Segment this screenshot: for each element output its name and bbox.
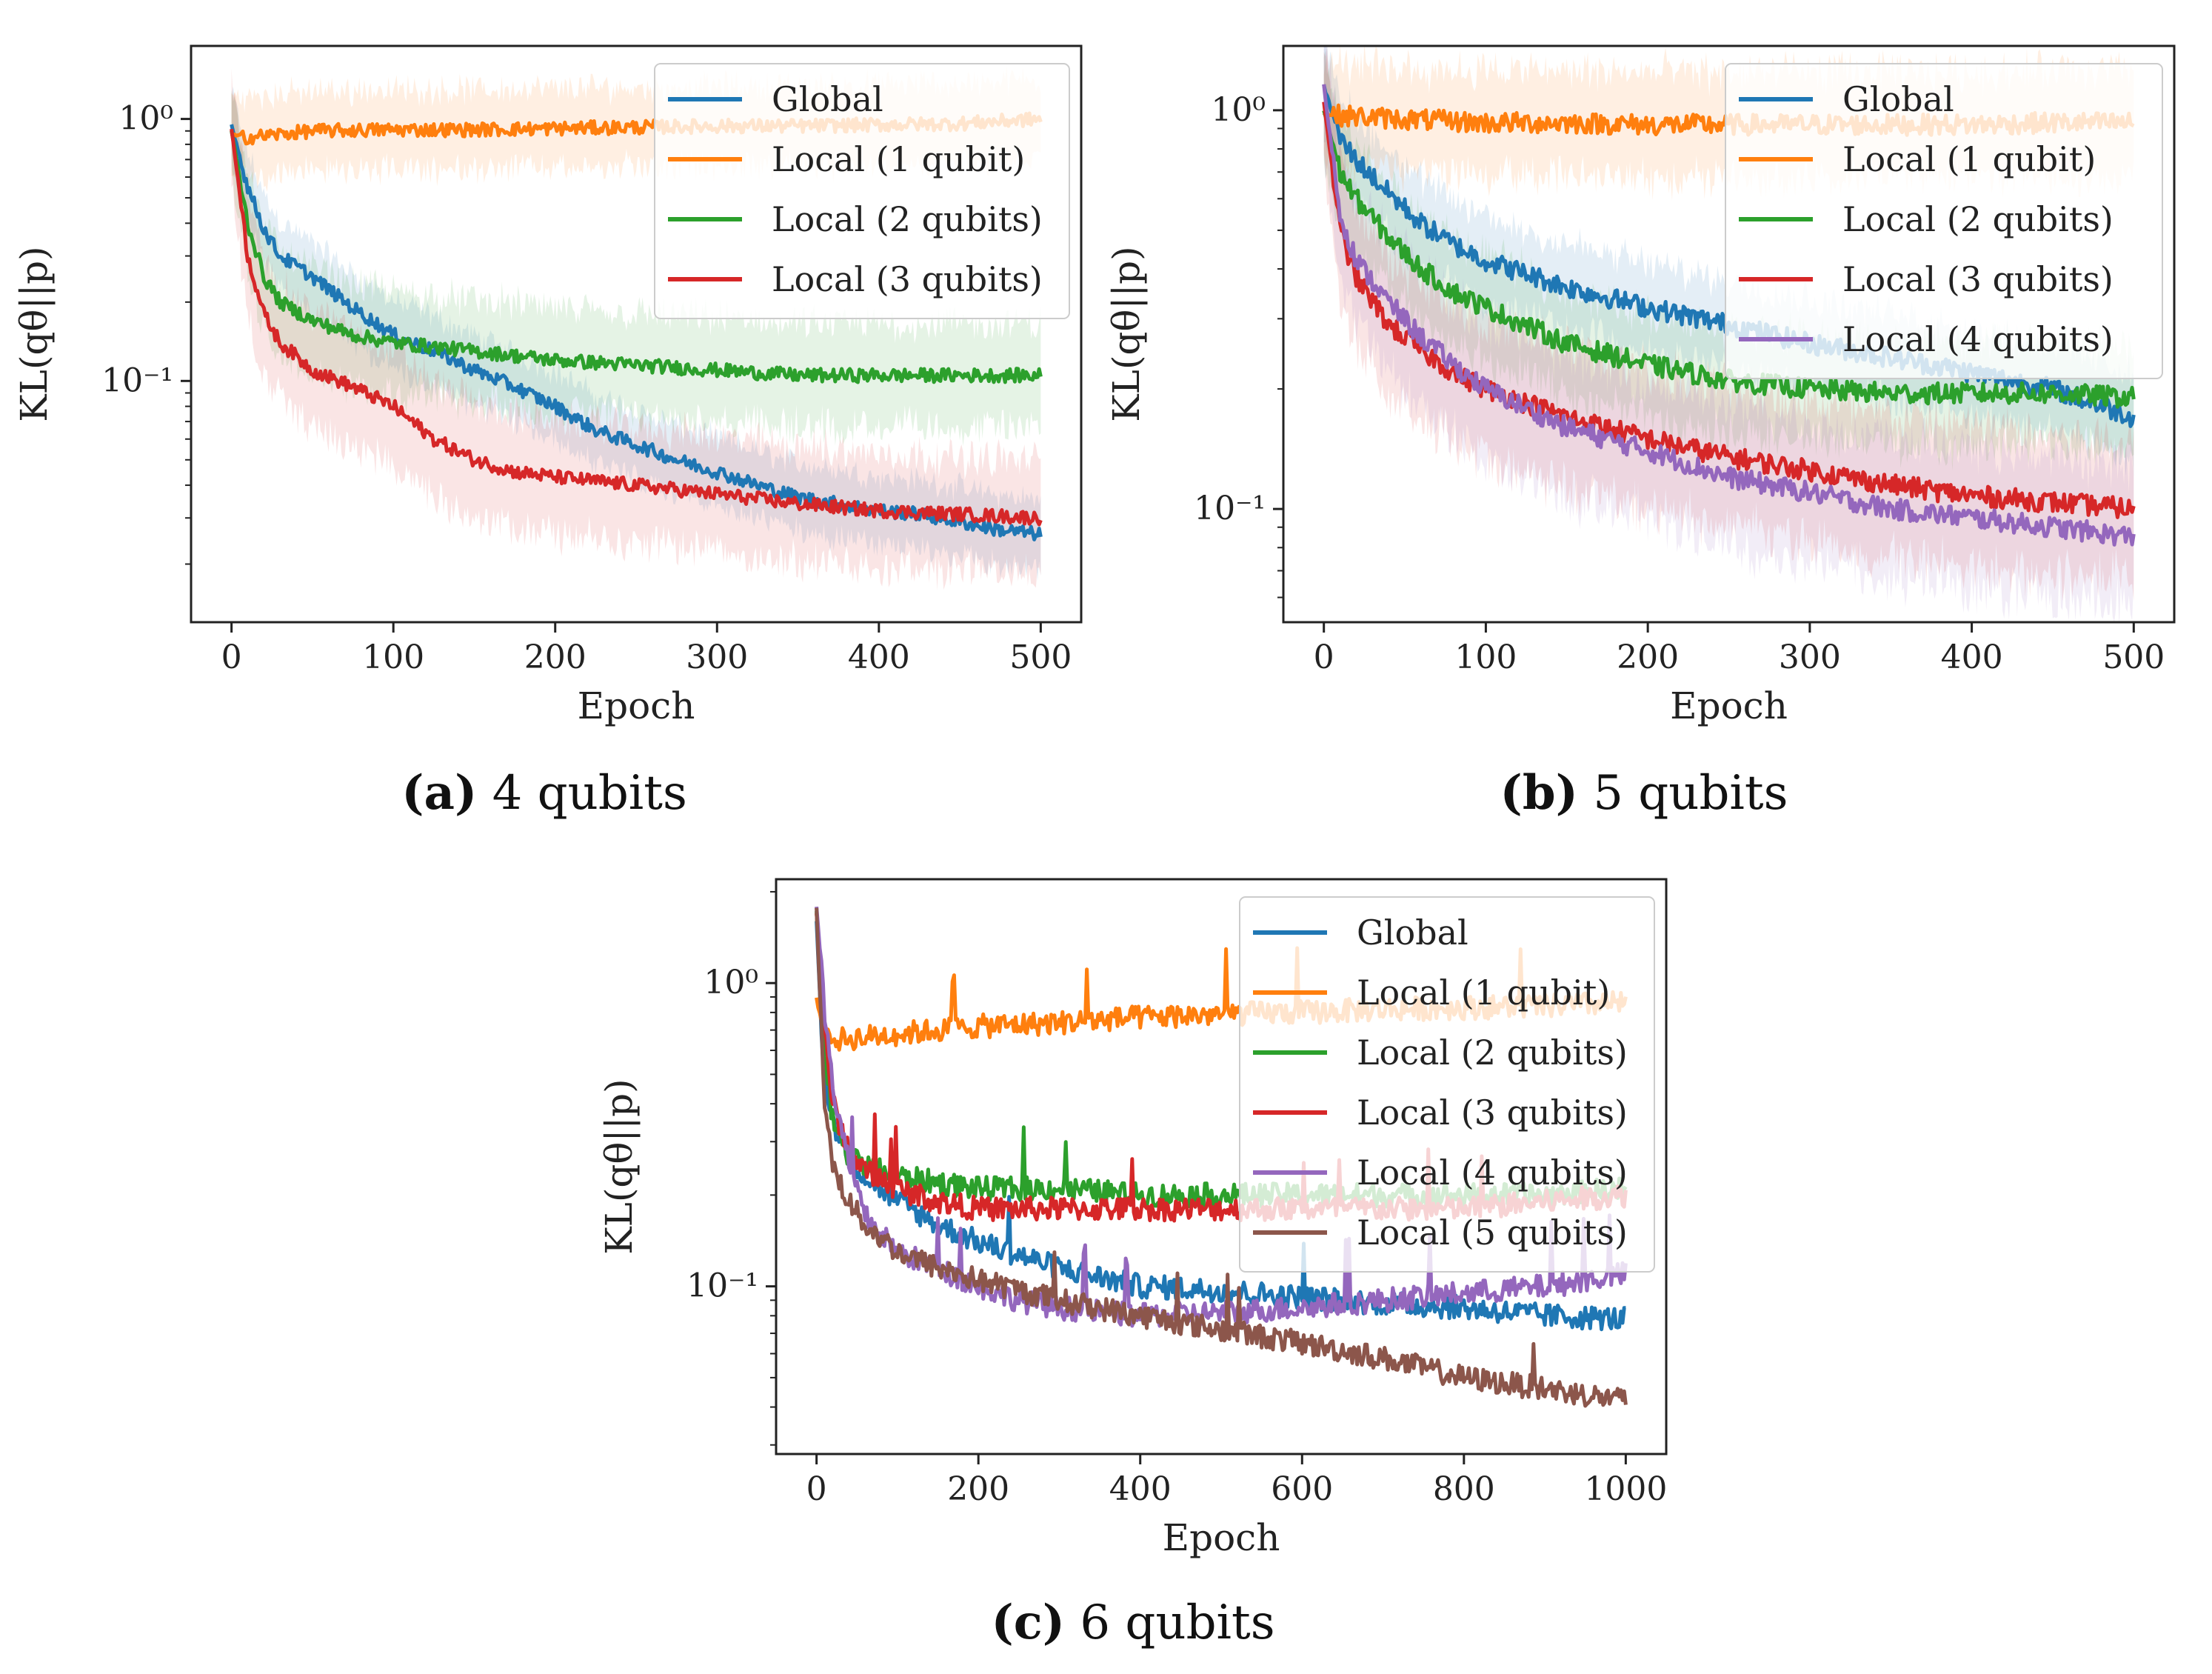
legend-label-local-1-qubit: Local (1 qubit) bbox=[772, 139, 1025, 179]
legend-label-local-3-qubits: Local (3 qubits) bbox=[772, 259, 1043, 299]
x-tick-label-c-1: 200 bbox=[947, 1470, 1009, 1508]
panel-a-4-qubits: 0 100 200 300 400 500 10⁰ 10⁻¹ Epoch KL(qθ||p) Glo… bbox=[13, 44, 1083, 727]
legend-label-global: Global bbox=[772, 79, 883, 119]
legend-label-local-5-qubits: Local (5 qubits) bbox=[1357, 1213, 1628, 1253]
y-tick-label-c-0: 10⁰ bbox=[704, 964, 758, 1001]
caption-b-text: 5 qubits bbox=[1578, 766, 1788, 821]
x-tick-label-a-5: 500 bbox=[1009, 638, 1072, 676]
band-local-3-qubits bbox=[231, 68, 1041, 590]
legend-label-local-1-qubit: Local (1 qubit) bbox=[1842, 139, 2096, 179]
caption-a-text: 4 qubits bbox=[477, 766, 687, 821]
legend-label-local-4-qubits: Local (4 qubits) bbox=[1842, 319, 2114, 359]
caption-c: (c) 6 qubits bbox=[991, 1595, 1274, 1650]
axes-frame-b bbox=[1282, 44, 2176, 624]
caption-b: (b) 5 qubits bbox=[1500, 765, 1788, 821]
series-line-local-5-qubits bbox=[815, 907, 1628, 1408]
legend-b: Global Local (1 qubit) Local (2 qubits) Loc… bbox=[1725, 63, 2163, 379]
caption-c-label: (c) bbox=[991, 1595, 1065, 1650]
band-local-3-qubits bbox=[1323, 47, 2134, 601]
y-tick-label-c-1: 10⁻¹ bbox=[686, 1267, 758, 1305]
y-axis-label-b: KL(qθ||p) bbox=[1105, 246, 1148, 421]
legend-box-b bbox=[1725, 63, 2163, 379]
y-axis-label-c: KL(qθ||p) bbox=[598, 1078, 641, 1254]
x-tick-label-a-4: 400 bbox=[848, 638, 910, 676]
y-tick-label-a-0: 10⁰ bbox=[118, 100, 173, 138]
x-tick-label-a-1: 100 bbox=[362, 638, 424, 676]
x-tick-label-b-0: 0 bbox=[1314, 638, 1334, 676]
x-tick-label-b-2: 200 bbox=[1617, 638, 1679, 676]
caption-a-label: (a) bbox=[401, 765, 477, 821]
series-line-global bbox=[815, 921, 1626, 1332]
x-tick-label-c-3: 600 bbox=[1271, 1470, 1333, 1508]
band-local-2-qubits bbox=[231, 90, 1041, 447]
caption-b-label: (b) bbox=[1500, 765, 1578, 821]
caption-a: (a) 4 qubits bbox=[401, 765, 687, 821]
legend-c: Global Local (1 qubit) Local (2 qubits) Loc… bbox=[1239, 896, 1655, 1273]
legend-box-a bbox=[654, 63, 1070, 319]
axes-frame-c bbox=[775, 878, 1668, 1455]
legend-label-local-3-qubits: Local (3 qubits) bbox=[1357, 1093, 1628, 1133]
x-axis-label-a: Epoch bbox=[578, 684, 695, 727]
x-tick-label-a-0: 0 bbox=[221, 638, 242, 676]
panel-c-6-qubits: 0 200 400 600 800 1000 10⁰ 10⁻¹ Epoch KL(qθ||p) Gl… bbox=[598, 878, 1668, 1559]
legend-label-local-2-qubits: Local (2 qubits) bbox=[772, 199, 1043, 239]
y-tick-label-a-1: 10⁻¹ bbox=[101, 361, 173, 399]
axes-frame-a bbox=[190, 44, 1083, 624]
x-tick-label-b-4: 400 bbox=[1941, 638, 2003, 676]
x-tick-label-c-5: 1000 bbox=[1584, 1470, 1667, 1508]
legend-label-local-1-qubit: Local (1 qubit) bbox=[1357, 973, 1610, 1013]
legend-label-local-2-qubits: Local (2 qubits) bbox=[1357, 1033, 1628, 1073]
y-tick-label-b-0: 10⁰ bbox=[1211, 91, 1266, 129]
legend-label-local-3-qubits: Local (3 qubits) bbox=[1842, 259, 2114, 299]
legend-label-local-4-qubits: Local (4 qubits) bbox=[1357, 1153, 1628, 1193]
caption-c-text: 6 qubits bbox=[1065, 1595, 1275, 1650]
x-tick-label-a-2: 200 bbox=[524, 638, 587, 676]
x-axis-label-b: Epoch bbox=[1670, 684, 1788, 727]
x-tick-label-b-5: 500 bbox=[2102, 638, 2165, 676]
series-line-local-4-qubits bbox=[1322, 84, 2136, 547]
series-line-local-4-qubits bbox=[815, 906, 1628, 1328]
x-tick-label-c-2: 400 bbox=[1109, 1470, 1172, 1508]
legend-box-c bbox=[1239, 896, 1655, 1273]
panel-b-5-qubits: 0 100 200 300 400 500 10⁰ 10⁻¹ Epoch KL(qθ||p) Glo… bbox=[1105, 44, 2176, 727]
x-tick-label-a-3: 300 bbox=[686, 638, 748, 676]
legend-label-global: Global bbox=[1842, 79, 1954, 119]
x-tick-label-c-4: 800 bbox=[1433, 1470, 1495, 1508]
x-tick-label-b-3: 300 bbox=[1779, 638, 1841, 676]
legend-label-global: Global bbox=[1357, 913, 1468, 953]
legend-label-local-2-qubits: Local (2 qubits) bbox=[1842, 199, 2114, 239]
x-tick-label-b-1: 100 bbox=[1454, 638, 1517, 676]
series-line-local-3-qubits bbox=[230, 128, 1043, 527]
band-local-4-qubits bbox=[1323, 46, 2134, 622]
legend-a: Global Local (1 qubit) Local (2 qubits) Loc… bbox=[654, 63, 1070, 319]
x-tick-label-c-0: 0 bbox=[806, 1470, 827, 1508]
y-axis-label-a: KL(qθ||p) bbox=[13, 246, 56, 421]
x-axis-label-c: Epoch bbox=[1163, 1516, 1280, 1559]
series-line-local-2-qubits bbox=[230, 130, 1043, 384]
y-tick-label-b-1: 10⁻¹ bbox=[1194, 490, 1266, 527]
